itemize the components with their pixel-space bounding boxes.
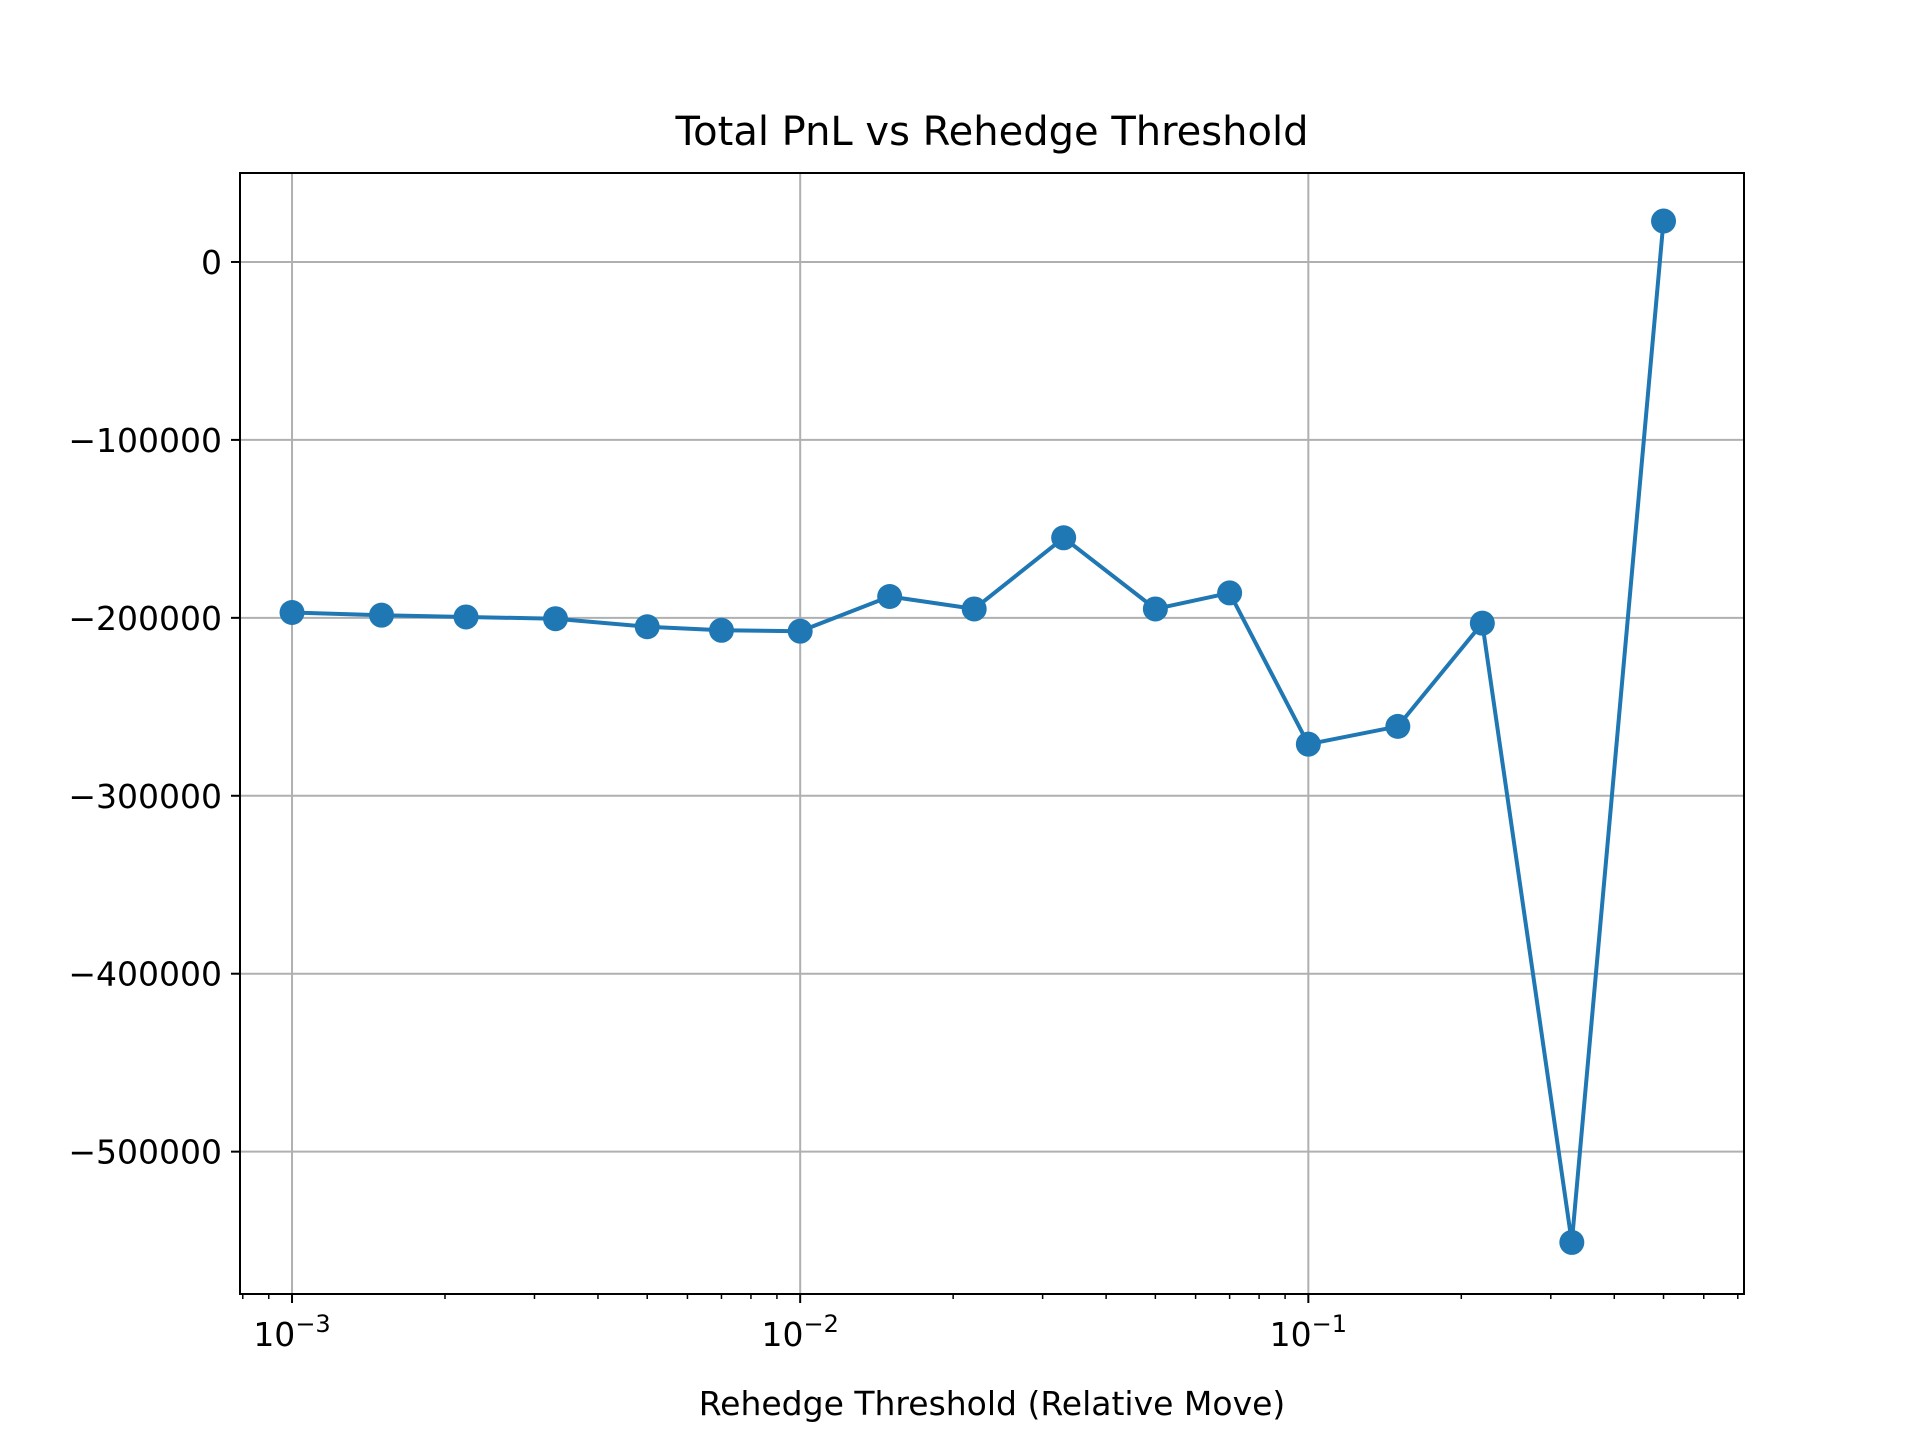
- data-point: [708, 617, 734, 643]
- data-point: [453, 604, 479, 630]
- data-point: [877, 583, 903, 609]
- series-plot: [279, 208, 1677, 1255]
- ticks: 0 −100000 −200000 −300000 −400000 −500000 10−3…: [68, 243, 1739, 1354]
- y-tick-label: −500000: [68, 1133, 222, 1172]
- y-tick-label: −200000: [68, 599, 222, 638]
- x-axis-label: Rehedge Threshold (Relative Move): [699, 1384, 1286, 1423]
- data-point: [1559, 1229, 1585, 1255]
- data-point: [787, 618, 813, 644]
- y-tick-label: −400000: [68, 955, 222, 994]
- y-tick-label: −300000: [68, 777, 222, 816]
- plot-frame: [239, 172, 1745, 1295]
- data-point: [1469, 610, 1495, 636]
- data-point: [1651, 208, 1677, 234]
- data-point: [1385, 713, 1411, 739]
- data-point: [1051, 525, 1077, 551]
- data-point: [1217, 580, 1243, 606]
- data-point: [369, 602, 395, 628]
- x-tick-label: 10−3: [253, 1310, 330, 1354]
- x-tick-label: 10−1: [1270, 1310, 1347, 1354]
- y-tick-label: −100000: [68, 421, 222, 460]
- data-point: [634, 614, 660, 640]
- x-tick-label: 10−2: [761, 1310, 838, 1354]
- chart-title: Total PnL vs Rehedge Threshold: [675, 109, 1309, 155]
- data-point: [543, 606, 569, 632]
- y-tick-label: 0: [201, 243, 222, 282]
- data-point: [1142, 596, 1168, 622]
- data-point: [279, 600, 305, 626]
- data-point: [961, 596, 987, 622]
- data-point: [1295, 731, 1321, 757]
